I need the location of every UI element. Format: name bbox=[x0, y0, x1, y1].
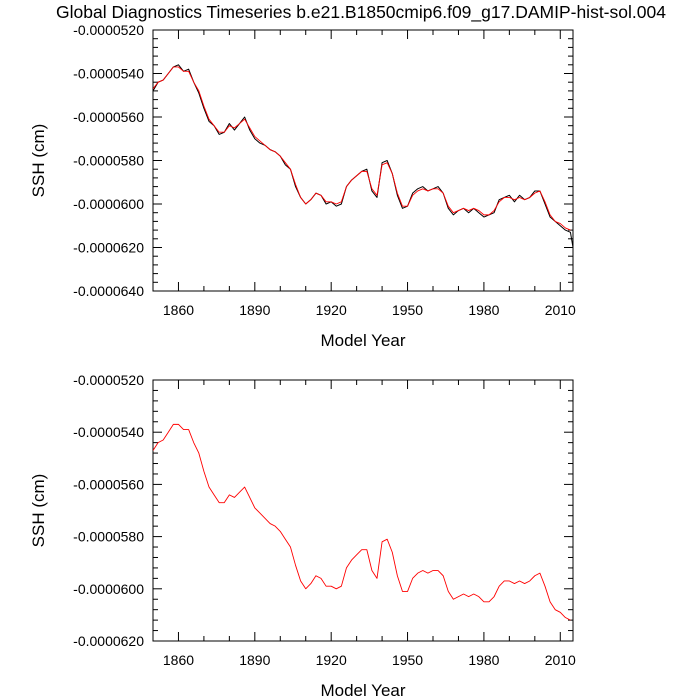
top-x-tick-label: 1950 bbox=[392, 302, 423, 318]
top-x-tick-label: 2010 bbox=[545, 302, 576, 318]
bottom-x-tick-label: 1920 bbox=[316, 652, 347, 668]
bottom-y-axis-label: SSH (cm) bbox=[29, 474, 48, 548]
top-y-tick-label: -0.0000560 bbox=[73, 109, 144, 125]
bottom-y-tick-label: -0.0000580 bbox=[73, 529, 144, 545]
bottom-x-tick-label: 1980 bbox=[468, 652, 499, 668]
top-y-tick-label: -0.0000540 bbox=[73, 66, 144, 82]
top-y-tick-label: -0.0000580 bbox=[73, 153, 144, 169]
figure-title: Global Diagnostics Timeseries b.e21.B185… bbox=[56, 2, 666, 23]
top-y-tick-label: -0.0000620 bbox=[73, 240, 144, 256]
top-smoothed-series-line bbox=[153, 66, 571, 231]
bottom-y-tick-label: -0.0000600 bbox=[73, 581, 144, 597]
bottom-x-tick-label: 1950 bbox=[392, 652, 423, 668]
bottom-y-tick-label: -0.0000540 bbox=[73, 424, 144, 440]
bottom-panel: -0.0000620 -0.0000600 -0.0000580 -0.0000560… bbox=[29, 372, 576, 700]
top-x-axis-label: Model Year bbox=[320, 331, 405, 350]
bottom-plot-frame bbox=[152, 379, 574, 642]
bottom-x-tick-label: 1860 bbox=[163, 652, 194, 668]
bottom-y-tick-label: -0.0000560 bbox=[73, 476, 144, 492]
bottom-smoothed-series-line bbox=[153, 423, 571, 621]
top-x-tick-label: 1890 bbox=[239, 302, 270, 318]
top-x-tick-label: 1980 bbox=[468, 302, 499, 318]
bottom-x-tick-label: 1890 bbox=[239, 652, 270, 668]
top-y-tick-label: -0.0000640 bbox=[73, 283, 144, 299]
bottom-x-tick-label: 2010 bbox=[545, 652, 576, 668]
bottom-y-tick-label: -0.0000620 bbox=[73, 633, 144, 649]
top-y-axis-label: SSH (cm) bbox=[29, 124, 48, 198]
top-x-tick-label: 1920 bbox=[316, 302, 347, 318]
top-panel: -0.0000640 -0.0000620 -0.0000600 -0.0000580… bbox=[29, 22, 576, 350]
top-y-tick-label: -0.0000520 bbox=[73, 22, 144, 38]
top-y-tick-label: -0.0000600 bbox=[73, 196, 144, 212]
top-x-tick-label: 1860 bbox=[163, 302, 194, 318]
bottom-x-axis-label: Model Year bbox=[320, 681, 405, 700]
bottom-y-tick-label: -0.0000520 bbox=[73, 372, 144, 388]
